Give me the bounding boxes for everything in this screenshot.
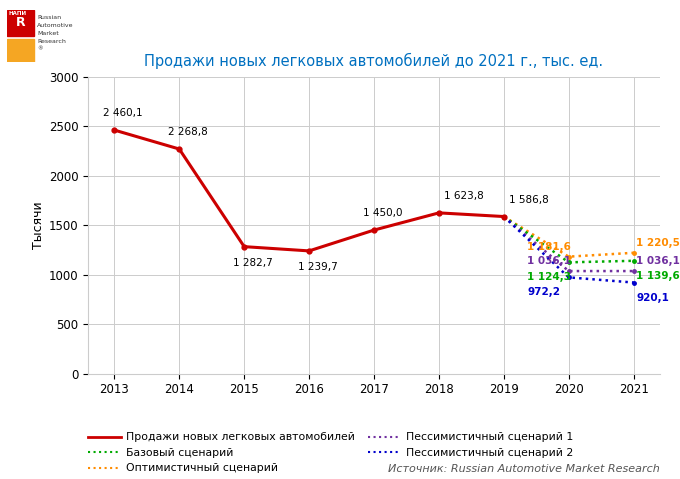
Text: Russian: Russian [37,15,61,20]
Text: 1 036,1: 1 036,1 [527,256,571,266]
Text: 920,1: 920,1 [636,293,669,303]
Title: Продажи новых легковых автомобилей до 2021 г., тыс. ед.: Продажи новых легковых автомобилей до 20… [144,52,604,68]
Text: 972,2: 972,2 [527,287,560,297]
Text: Automotive: Automotive [37,23,74,28]
Text: 1 181,6: 1 181,6 [527,242,571,251]
Text: 2 460,1: 2 460,1 [103,108,143,118]
Text: ®: ® [37,46,43,52]
Legend: Продажи новых легковых автомобилей, Базовый сценарий, Оптимистичный сценарий, Пе: Продажи новых легковых автомобилей, Базо… [88,433,573,473]
Text: 1 282,7: 1 282,7 [233,258,273,268]
Text: 1 220,5: 1 220,5 [636,238,680,248]
Text: 1 623,8: 1 623,8 [445,191,484,201]
Bar [7,39,34,62]
Text: 1 586,8: 1 586,8 [509,194,549,205]
Text: 1 036,1: 1 036,1 [636,256,680,266]
Text: 1 450,0: 1 450,0 [363,208,403,218]
Text: 2 268,8: 2 268,8 [168,127,208,137]
Y-axis label: Тысячи: Тысячи [32,201,45,249]
Bar [7,10,34,36]
Text: Research: Research [37,39,66,44]
Text: Market: Market [37,31,59,36]
Text: 1 124,3: 1 124,3 [527,273,571,283]
Text: Источник: Russian Automotive Market Research: Источник: Russian Automotive Market Rese… [388,464,660,474]
Text: 1 139,6: 1 139,6 [636,271,680,281]
Text: 1 239,7: 1 239,7 [298,262,338,273]
Text: R: R [16,16,25,29]
Text: НАПИ: НАПИ [9,11,27,16]
